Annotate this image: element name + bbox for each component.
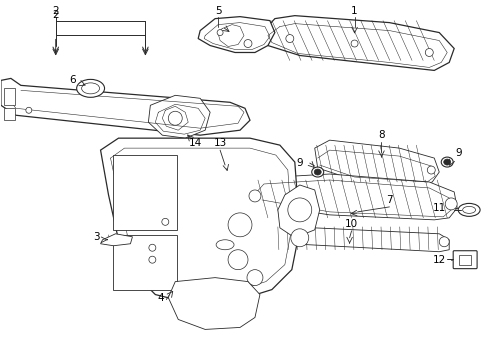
Bar — [458, 255, 470, 265]
Polygon shape — [4, 108, 15, 120]
Ellipse shape — [314, 169, 321, 175]
Circle shape — [191, 294, 198, 301]
Polygon shape — [249, 174, 456, 220]
Text: 13: 13 — [213, 138, 226, 148]
Bar — [112, 155, 177, 230]
Circle shape — [217, 30, 223, 36]
Circle shape — [162, 219, 168, 225]
Circle shape — [290, 229, 308, 247]
Circle shape — [227, 250, 247, 270]
Circle shape — [427, 166, 434, 174]
Text: 2: 2 — [52, 6, 59, 15]
Circle shape — [244, 40, 251, 48]
Polygon shape — [262, 15, 453, 71]
Circle shape — [438, 237, 448, 247]
Text: 1: 1 — [350, 6, 357, 15]
Text: 3: 3 — [93, 232, 100, 242]
Circle shape — [350, 40, 357, 47]
Ellipse shape — [81, 83, 100, 94]
Circle shape — [444, 198, 456, 210]
Text: 9: 9 — [296, 158, 303, 168]
Circle shape — [248, 190, 261, 202]
Polygon shape — [314, 140, 438, 186]
Circle shape — [227, 213, 251, 237]
Text: 7: 7 — [386, 195, 392, 205]
Polygon shape — [148, 95, 210, 138]
Text: 5: 5 — [214, 6, 221, 15]
Text: 6: 6 — [69, 75, 76, 85]
Text: 12: 12 — [432, 255, 445, 265]
Circle shape — [425, 49, 432, 57]
Ellipse shape — [311, 167, 323, 177]
Circle shape — [231, 296, 238, 303]
Circle shape — [287, 198, 311, 222]
Text: 11: 11 — [432, 203, 445, 213]
Polygon shape — [101, 138, 299, 305]
Circle shape — [148, 244, 156, 251]
Ellipse shape — [216, 240, 234, 250]
Text: 9: 9 — [455, 148, 462, 158]
Circle shape — [168, 111, 182, 125]
Text: 4: 4 — [157, 293, 163, 302]
Circle shape — [148, 256, 156, 263]
Text: 14: 14 — [188, 138, 202, 148]
Polygon shape — [198, 17, 274, 53]
Circle shape — [211, 290, 218, 297]
Polygon shape — [267, 226, 448, 252]
Polygon shape — [101, 234, 132, 246]
Ellipse shape — [462, 206, 475, 213]
Ellipse shape — [457, 203, 479, 216]
FancyBboxPatch shape — [452, 251, 476, 269]
Text: 8: 8 — [377, 130, 384, 140]
Ellipse shape — [440, 157, 452, 167]
Polygon shape — [277, 185, 319, 238]
Polygon shape — [1, 78, 249, 135]
Circle shape — [285, 35, 293, 42]
Polygon shape — [168, 278, 260, 329]
Ellipse shape — [443, 159, 450, 165]
Text: 2: 2 — [52, 10, 59, 20]
Circle shape — [26, 107, 32, 113]
Text: 10: 10 — [345, 219, 357, 229]
Ellipse shape — [77, 80, 104, 97]
Bar — [112, 235, 177, 289]
Circle shape — [246, 270, 263, 285]
Polygon shape — [4, 88, 15, 105]
